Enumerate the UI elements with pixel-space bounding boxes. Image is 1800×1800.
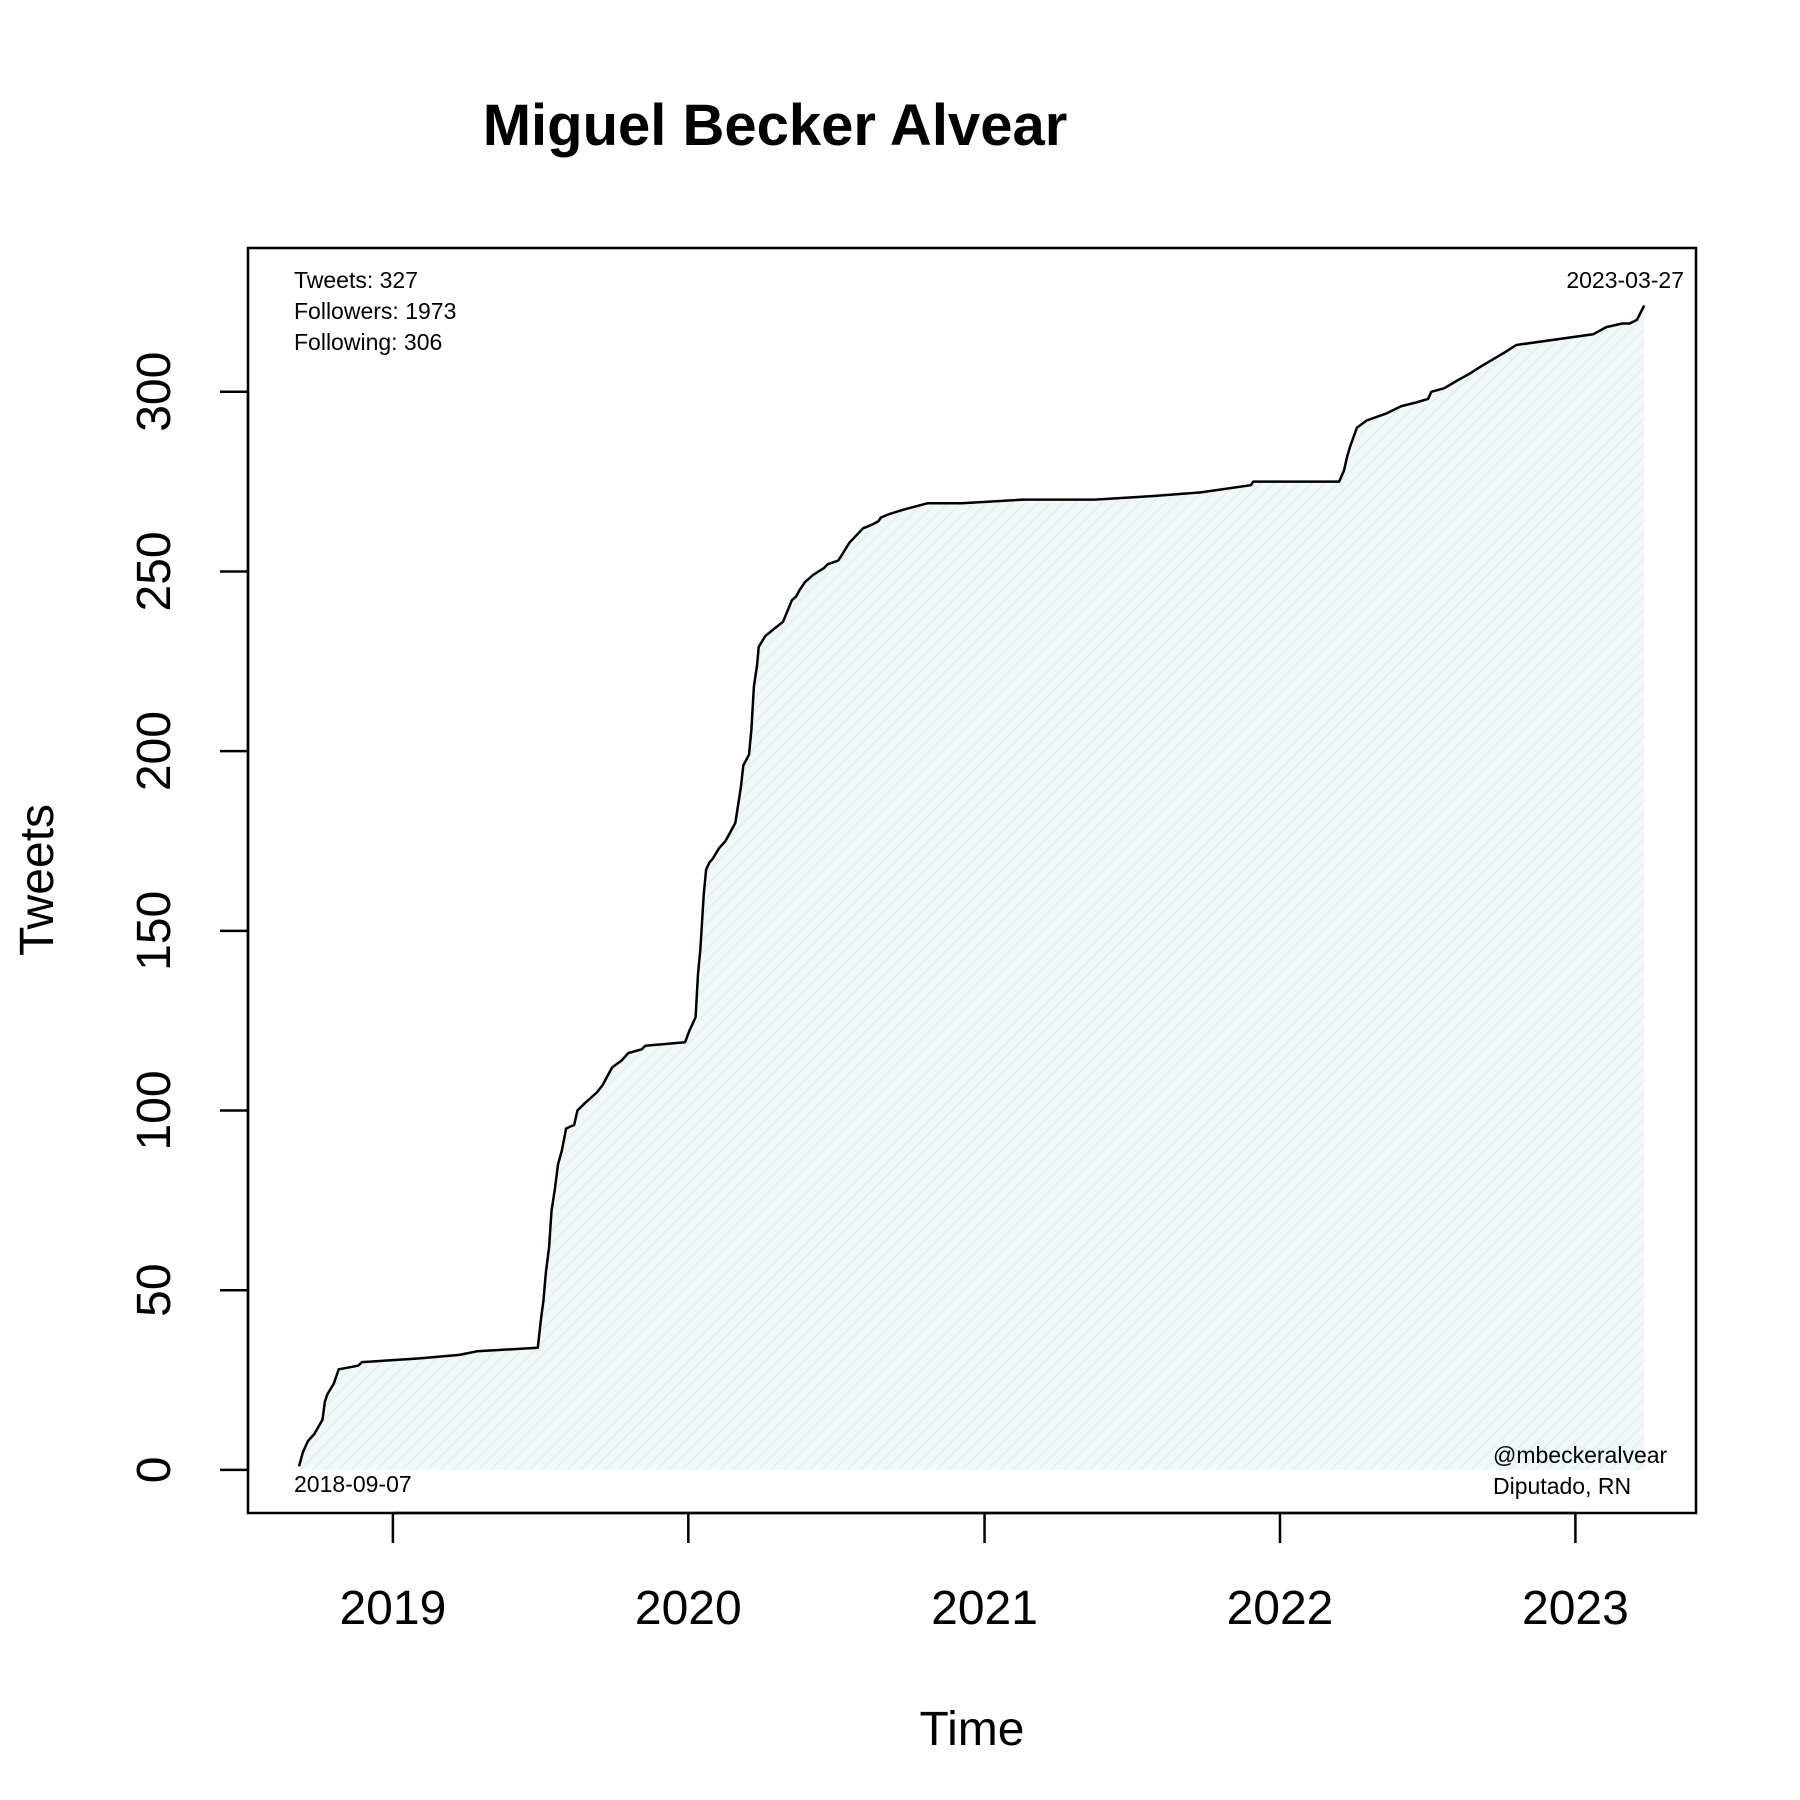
cumulative-tweets-line [297, 304, 1646, 1467]
y-tick-label-300: 300 [128, 352, 181, 432]
stats-followers: Followers: 1973 [294, 298, 456, 324]
y-tick-label-100: 100 [128, 1070, 181, 1150]
handle-label: @mbeckeralvear [1493, 1442, 1668, 1468]
y-axis: 0 50 100 150 200 250 300 [128, 352, 250, 1484]
y-tick-label-250: 250 [128, 531, 181, 611]
start-date-label: 2018-09-07 [294, 1471, 412, 1497]
x-tick-label-2022: 2022 [1227, 1582, 1334, 1635]
stats-tweets: Tweets: 327 [294, 267, 418, 293]
x-tick-label-2021: 2021 [931, 1582, 1038, 1635]
x-axis-label: Time [920, 1703, 1025, 1756]
x-tick-label-2020: 2020 [635, 1582, 742, 1635]
chart-title: Miguel Becker Alvear [483, 93, 1068, 158]
role-label: Diputado, RN [1493, 1473, 1631, 1499]
x-tick-label-2019: 2019 [339, 1582, 446, 1635]
stats-following: Following: 306 [294, 329, 442, 355]
y-tick-label-0: 0 [128, 1457, 181, 1484]
plot-area [297, 304, 1646, 1470]
y-tick-label-50: 50 [128, 1263, 181, 1316]
cumulative-area-fill [299, 305, 1645, 1470]
stats-annotation: Tweets: 327 Followers: 1973 Following: 3… [294, 267, 456, 355]
y-tick-label-150: 150 [128, 891, 181, 971]
x-axis: 2019 2020 2021 2022 2023 [339, 1511, 1629, 1635]
y-tick-label-200: 200 [128, 711, 181, 791]
x-tick-label-2023: 2023 [1522, 1582, 1629, 1635]
y-axis-label: Tweets [11, 804, 64, 956]
end-date-label: 2023-03-27 [1566, 267, 1684, 293]
